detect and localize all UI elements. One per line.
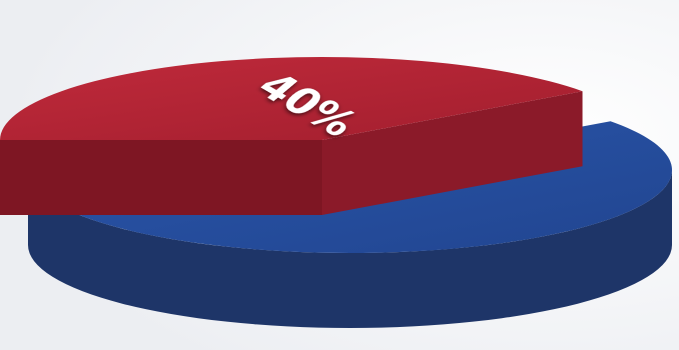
pie-slice-red [0,57,583,215]
pie-slice-cut-face [322,91,583,215]
pie-slice-outer-wall [28,170,672,328]
pie-slice-top [0,57,583,140]
pie-slice-cut-face [0,140,322,215]
